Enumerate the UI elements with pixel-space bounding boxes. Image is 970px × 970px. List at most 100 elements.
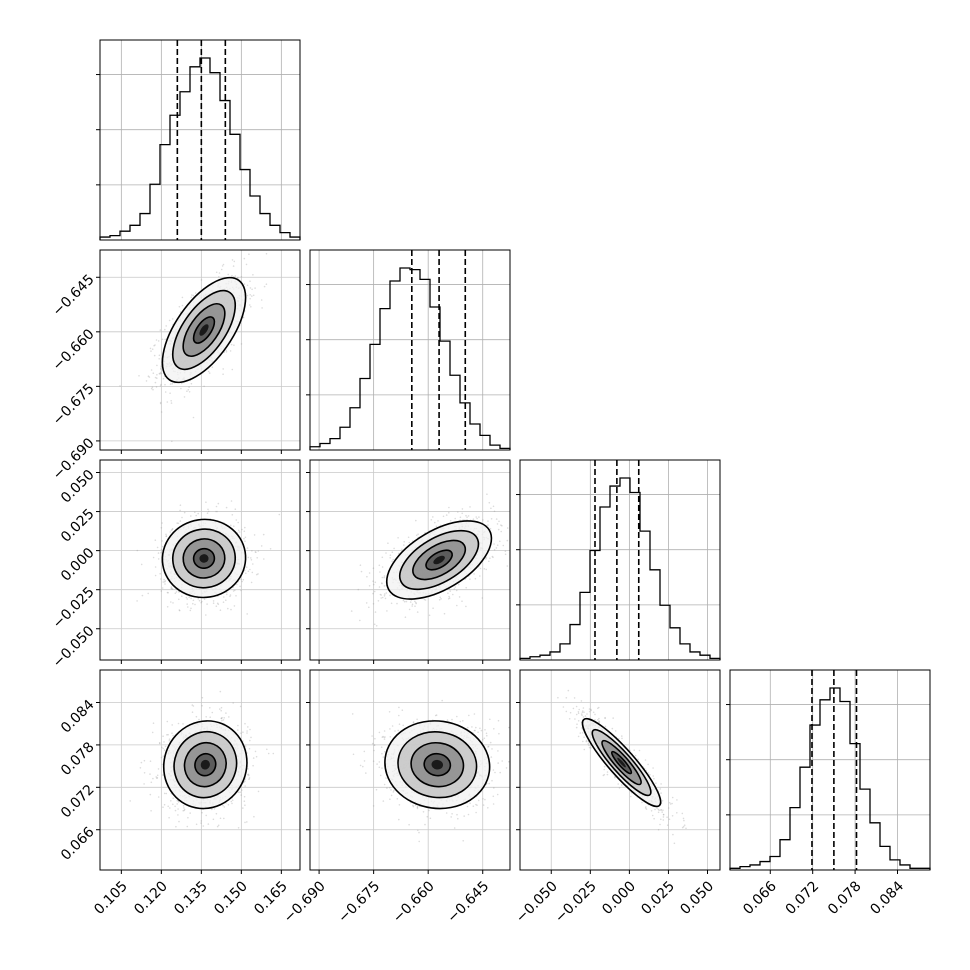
- contour-line: [399, 529, 480, 591]
- contour-line: [194, 752, 217, 777]
- scatter-point: [183, 807, 185, 809]
- scatter-point: [235, 519, 238, 521]
- scatter-point: [186, 825, 189, 828]
- scatter-point: [227, 273, 229, 276]
- scatter-point: [157, 768, 160, 770]
- scatter-point: [160, 551, 162, 554]
- scatter-point: [244, 785, 246, 787]
- scatter-point: [154, 566, 157, 568]
- scatter-point: [222, 263, 225, 266]
- scatter-point: [203, 598, 206, 600]
- scatter-point: [157, 552, 160, 554]
- scatter-point: [223, 596, 225, 598]
- scatter-point: [149, 793, 152, 796]
- scatter-point: [488, 560, 490, 563]
- scatter-point: [200, 820, 203, 822]
- scatter-point: [165, 792, 168, 795]
- scatter-point: [217, 824, 220, 827]
- scatter-point: [205, 501, 207, 504]
- scatter-point: [231, 259, 234, 261]
- scatter-point: [416, 611, 419, 613]
- scatter-point: [157, 796, 160, 798]
- scatter-point: [267, 752, 270, 755]
- scatter-point: [449, 590, 452, 592]
- scatter-point: [397, 537, 399, 539]
- scatter-point: [143, 772, 146, 774]
- scatter-point: [223, 817, 225, 820]
- scatter-point: [231, 274, 233, 277]
- scatter-point: [383, 593, 386, 595]
- scatter-point: [249, 297, 251, 300]
- panel-frame: [309, 249, 511, 451]
- scatter-point: [435, 525, 438, 528]
- scatter-point: [156, 364, 158, 367]
- scatter-point: [192, 602, 194, 605]
- scatter-point: [456, 604, 458, 607]
- scatter-point: [240, 578, 242, 581]
- scatter-point: [504, 553, 507, 556]
- scatter-point: [201, 811, 203, 814]
- scatter-point: [474, 577, 477, 580]
- scatter-point: [150, 810, 152, 812]
- scatter-point: [166, 606, 169, 608]
- scatter-point: [162, 774, 164, 776]
- scatter-point: [445, 514, 448, 516]
- scatter-point: [190, 382, 193, 385]
- scatter-point: [272, 752, 275, 755]
- scatter-point: [469, 506, 471, 508]
- density-level: [200, 759, 210, 770]
- scatter-point: [252, 757, 255, 759]
- scatter-point: [136, 549, 139, 552]
- scatter-point: [248, 774, 250, 777]
- scatter-point: [247, 726, 249, 728]
- scatter-point: [160, 527, 163, 529]
- scatter-panel-3-2: [306, 459, 511, 664]
- scatter-point: [219, 708, 221, 710]
- panel-frame: [519, 459, 721, 661]
- scatter-point: [183, 396, 186, 398]
- scatter-point: [250, 557, 252, 559]
- scatter-point: [248, 777, 251, 779]
- scatter-point: [415, 602, 418, 605]
- scatter-point: [212, 600, 215, 602]
- scatter-point: [251, 288, 253, 291]
- scatter-point: [246, 773, 249, 776]
- scatter-point: [232, 702, 234, 704]
- scatter-point: [479, 567, 482, 570]
- scatter-point: [148, 376, 151, 378]
- scatter-point: [211, 366, 214, 369]
- scatter-point: [465, 586, 468, 589]
- scatter-point: [482, 519, 484, 521]
- scatter-point: [206, 603, 208, 605]
- scatter-point: [404, 616, 407, 618]
- scatter-point: [201, 696, 204, 699]
- scatter-point: [186, 598, 188, 600]
- scatter-point: [164, 391, 167, 393]
- scatter-point: [492, 556, 494, 559]
- scatter-point: [192, 416, 195, 419]
- scatter-point: [379, 571, 381, 573]
- scatter-point: [246, 547, 249, 549]
- scatter-point: [244, 540, 246, 542]
- panel-background: [100, 40, 300, 240]
- scatter-point: [234, 275, 237, 277]
- scatter-point: [233, 525, 235, 527]
- scatter-point: [185, 596, 188, 599]
- scatter-point: [489, 557, 491, 559]
- scatter-point: [506, 527, 509, 529]
- scatter-point: [454, 517, 457, 520]
- scatter-point: [188, 386, 190, 388]
- scatter-point: [242, 578, 245, 581]
- scatter-point: [164, 383, 166, 386]
- scatter-point: [156, 776, 159, 779]
- scatter-point: [154, 539, 157, 541]
- scatter-point: [220, 717, 223, 720]
- scatter-point: [171, 732, 173, 734]
- scatter-point: [162, 755, 165, 757]
- scatter-point: [485, 568, 488, 571]
- scatter-point: [383, 576, 386, 579]
- scatter-point: [239, 705, 242, 708]
- scatter-point: [159, 572, 161, 575]
- scatter-point: [159, 329, 162, 331]
- scatter-point: [254, 287, 256, 289]
